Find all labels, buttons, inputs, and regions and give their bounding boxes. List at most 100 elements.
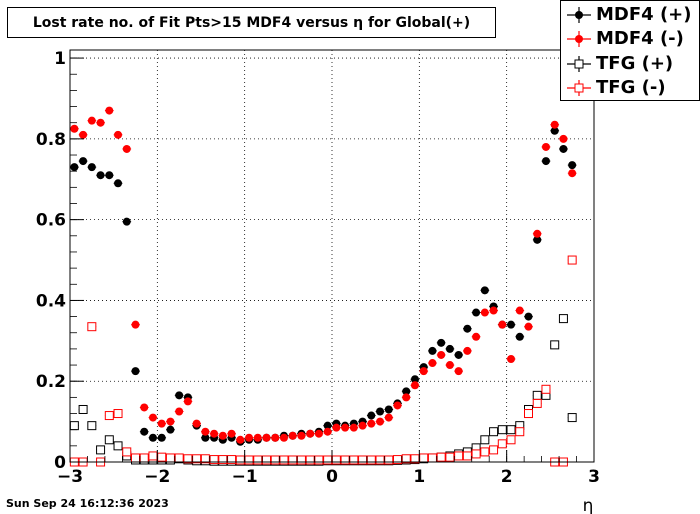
point-tfg [567, 255, 577, 265]
point-mdf4 [541, 142, 550, 151]
point-mdf4 [410, 375, 419, 384]
y-tick-label: 0.2 [36, 372, 66, 392]
chart-title: Lost rate no. of Fit Pts>15 MDF4 versus … [7, 7, 496, 38]
point-tfg [323, 455, 333, 465]
point-tfg [558, 314, 568, 324]
point-tfg [139, 453, 149, 463]
point-mdf4 [402, 393, 411, 402]
x-tick-label: −2 [144, 467, 170, 487]
point-mdf4 [70, 124, 79, 133]
point-mdf4 [192, 419, 201, 428]
point-tfg [366, 455, 376, 465]
x-axis-label: η [583, 496, 594, 514]
filled-circle-icon [567, 31, 591, 47]
point-tfg [165, 453, 175, 463]
legend-item-tfg-plus: TFG (+) [561, 52, 700, 76]
point-tfg [296, 455, 306, 465]
point-mdf4 [236, 435, 245, 444]
point-tfg [87, 421, 97, 431]
point-mdf4 [279, 433, 288, 442]
plot-frame [69, 49, 595, 463]
point-tfg [148, 451, 158, 461]
legend-label: MDF4 (-) [596, 28, 684, 49]
point-mdf4 [437, 350, 446, 359]
point-mdf4 [166, 417, 175, 426]
point-mdf4 [445, 344, 454, 353]
point-tfg [244, 455, 254, 465]
point-tfg [532, 390, 542, 400]
point-tfg [288, 455, 298, 465]
point-tfg [314, 455, 324, 465]
point-mdf4 [245, 433, 254, 442]
point-mdf4 [131, 320, 140, 329]
point-mdf4 [114, 130, 123, 139]
point-tfg [524, 409, 533, 419]
point-mdf4 [175, 391, 184, 400]
point-mdf4 [288, 431, 297, 440]
point-mdf4 [210, 429, 219, 438]
point-tfg [113, 409, 123, 419]
point-tfg [375, 455, 385, 465]
point-mdf4 [454, 350, 463, 359]
point-tfg [489, 427, 499, 437]
point-mdf4 [105, 106, 114, 115]
point-mdf4 [131, 367, 140, 376]
point-mdf4 [122, 144, 131, 153]
point-mdf4 [323, 421, 332, 430]
x-tick-label: −1 [232, 467, 258, 487]
point-tfg [78, 404, 88, 414]
open-square-icon [567, 80, 591, 96]
grid-lines [70, 50, 594, 462]
point-tfg [340, 455, 350, 465]
point-mdf4 [463, 346, 472, 355]
timestamp: Sun Sep 24 16:12:36 2023 [6, 497, 169, 510]
point-mdf4 [122, 217, 131, 226]
point-mdf4 [201, 427, 210, 436]
point-mdf4 [480, 308, 489, 317]
point-mdf4 [166, 425, 175, 434]
y-tick-label: 1 [54, 49, 66, 69]
point-mdf4 [114, 179, 123, 188]
point-tfg [235, 455, 245, 465]
point-mdf4 [393, 401, 402, 410]
y-tick-label: 0.8 [36, 130, 66, 150]
point-tfg [349, 455, 359, 465]
point-mdf4 [515, 306, 524, 315]
point-tfg [157, 452, 167, 462]
point-tfg [471, 449, 481, 459]
legend-item-tfg-minus: TFG (-) [561, 76, 700, 100]
point-mdf4 [79, 157, 88, 166]
point-tfg [436, 452, 446, 462]
point-mdf4 [367, 411, 376, 420]
point-mdf4 [437, 338, 446, 347]
point-tfg [174, 453, 184, 463]
point-tfg [69, 421, 79, 431]
point-mdf4 [297, 431, 306, 440]
point-mdf4 [402, 387, 411, 396]
legend-label: TFG (-) [596, 77, 666, 98]
point-mdf4 [559, 144, 568, 153]
data-markers [69, 106, 577, 467]
point-mdf4 [148, 433, 157, 442]
point-mdf4 [454, 367, 463, 376]
point-mdf4 [428, 346, 437, 355]
point-mdf4 [384, 413, 393, 422]
point-tfg [331, 455, 341, 465]
x-tick-label: 0 [326, 467, 338, 487]
point-tfg [253, 455, 263, 465]
x-tick-label: 2 [501, 467, 513, 487]
point-mdf4 [541, 157, 550, 166]
point-tfg [122, 447, 132, 457]
y-tick-label: 0 [54, 453, 66, 473]
point-tfg [96, 445, 106, 455]
point-mdf4 [157, 433, 166, 442]
point-mdf4 [105, 171, 114, 180]
point-tfg [550, 340, 560, 350]
point-tfg [480, 435, 490, 445]
point-mdf4 [376, 417, 385, 426]
point-mdf4 [253, 433, 262, 442]
point-tfg [480, 447, 490, 457]
point-mdf4 [87, 163, 96, 172]
point-mdf4 [533, 235, 542, 244]
point-mdf4 [70, 163, 79, 172]
